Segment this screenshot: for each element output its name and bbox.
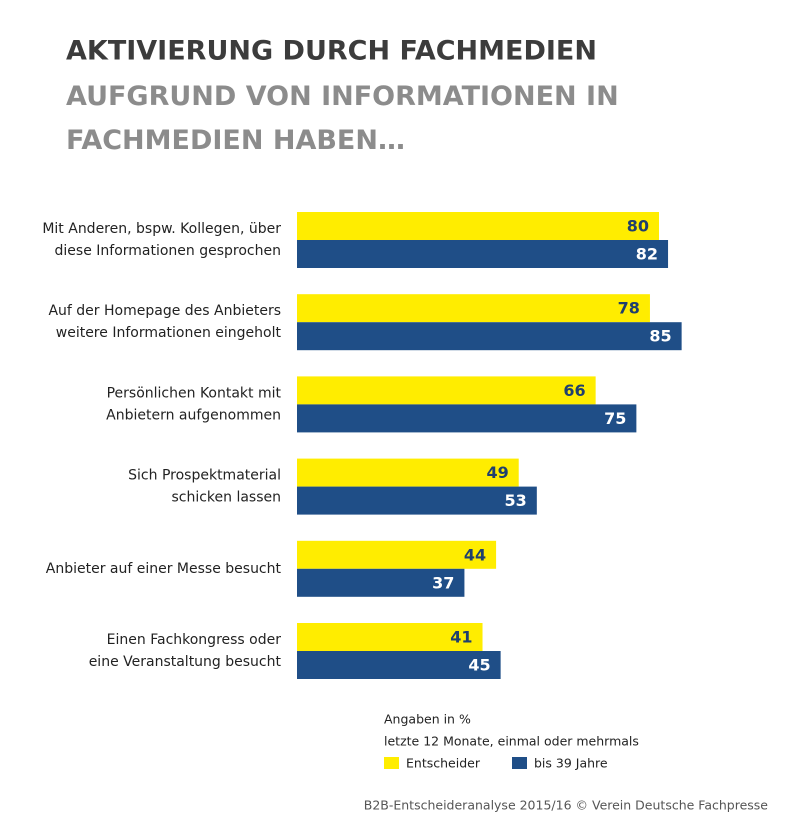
- source: B2B-Entscheideranalyse 2015/16 © Verein …: [364, 798, 769, 813]
- bar: [297, 651, 501, 679]
- value-label: 85: [649, 327, 671, 346]
- bar: [297, 486, 537, 515]
- note: letzte 12 Monate, einmal oder mehrmals: [384, 734, 639, 749]
- category-label: Mit Anderen, bspw. Kollegen, über diese I…: [42, 221, 281, 259]
- category-label: Sich Prospektmaterial schicken lassen: [128, 468, 281, 506]
- bar: [297, 458, 519, 487]
- legend-label: Entscheider: [406, 756, 481, 771]
- bar: [297, 568, 465, 597]
- value-label: 75: [604, 409, 626, 428]
- value-label: 80: [627, 217, 649, 236]
- value-label: 49: [486, 463, 508, 482]
- note: Angaben in %: [384, 712, 471, 727]
- category-label: Anbieter auf einer Messe besucht: [46, 561, 282, 577]
- bar: [297, 540, 497, 569]
- category-label: Persönlichen Kontakt mit Anbietern aufgen…: [106, 385, 281, 423]
- value-label: 37: [432, 573, 454, 592]
- value-label: 45: [468, 656, 490, 675]
- value-label: 66: [563, 381, 585, 400]
- legend-swatch: [512, 757, 527, 769]
- bar: [297, 322, 682, 351]
- value-label: 53: [505, 491, 527, 510]
- bar: [297, 376, 596, 405]
- chart-subtitle: AUFGRUND VON INFORMATIONEN IN FACHMEDIEN …: [66, 81, 619, 156]
- bar: [297, 240, 669, 268]
- value-label: 78: [618, 299, 640, 318]
- bar: [297, 623, 483, 651]
- value-label: 44: [464, 545, 486, 564]
- value-label: 82: [636, 245, 658, 264]
- legend-label: bis 39 Jahre: [534, 756, 608, 771]
- chart-title: AKTIVIERUNG DURCH FACHMEDIEN: [66, 36, 597, 67]
- value-label: 41: [450, 628, 472, 647]
- legend-swatch: [384, 757, 399, 769]
- category-label: Einen Fachkongress oder eine Veranstaltun…: [89, 632, 282, 670]
- bar: [297, 404, 637, 433]
- category-label: Auf der Homepage des Anbieters weitere In…: [48, 303, 281, 341]
- bar: [297, 294, 650, 323]
- bar: [297, 212, 659, 240]
